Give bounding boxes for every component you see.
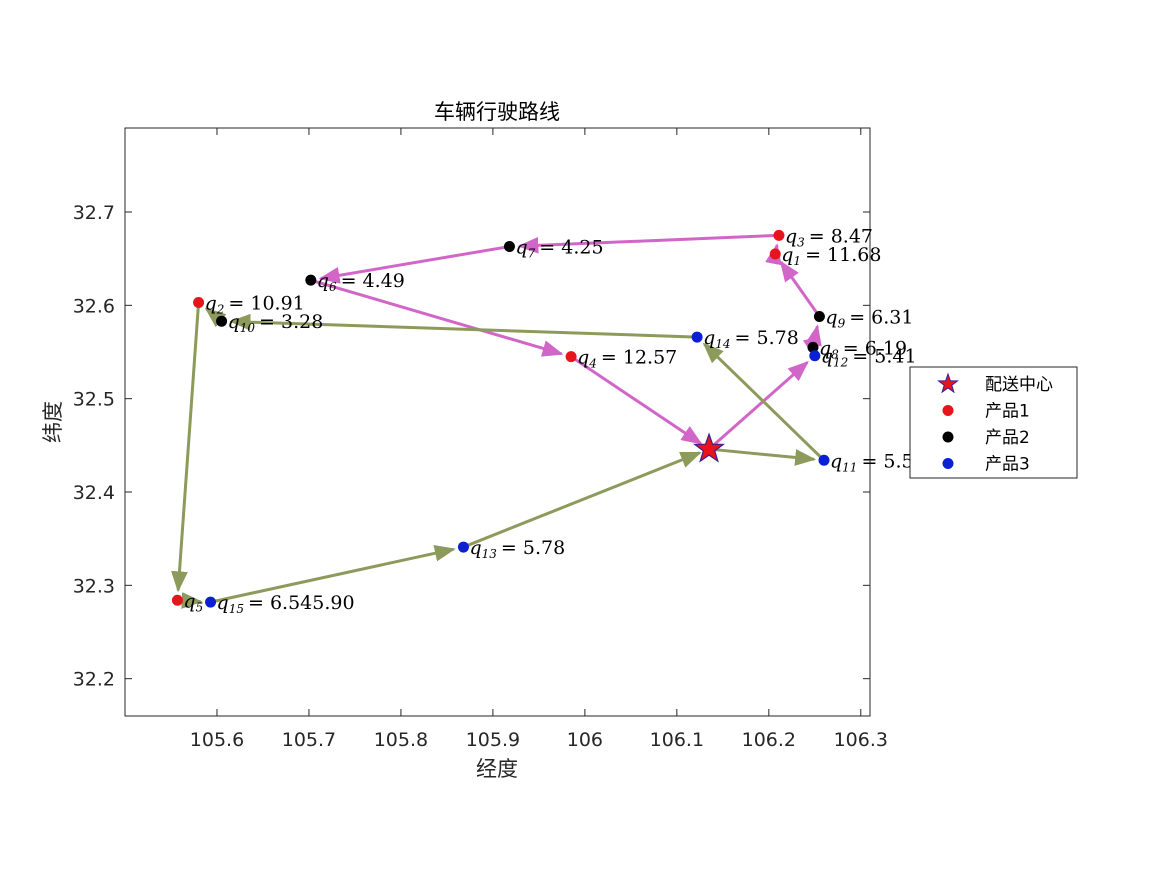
legend-box: [909, 366, 1078, 479]
y-axis-label: 纬度: [41, 401, 65, 443]
legend-entry-label: 产品3: [985, 455, 1030, 475]
data-points: [171, 229, 830, 608]
point-q12: [809, 350, 821, 362]
point-q14: [691, 331, 703, 343]
y-tick-label: 32.5: [73, 389, 115, 411]
x-tick-label: 105.9: [466, 729, 520, 751]
route-segment: [570, 355, 703, 445]
point-q7: [503, 241, 515, 253]
point-q10: [216, 315, 228, 327]
point-label-q12: q12 = 5.41: [821, 346, 917, 370]
point-label-q15: q15 = 6.545.90: [217, 592, 355, 616]
route-segment: [462, 451, 702, 549]
route-segment: [171, 302, 201, 593]
point-label-q2: q2 = 10.91: [205, 293, 305, 317]
legend-dot-icon: [942, 458, 954, 469]
point-label-q5: q5: [183, 590, 203, 614]
route-segment: [310, 278, 564, 357]
plot-area: [124, 127, 871, 717]
axis-ticks: 105.6 105.7 105.8 105.9 106 106.1 106.2 106.3 32…: [73, 128, 888, 751]
point-q1: [769, 248, 781, 260]
point-q6: [305, 274, 317, 286]
point-label-q4: q4 = 12.57: [577, 347, 677, 371]
y-tick-label: 32.6: [73, 295, 115, 317]
route-segment: [708, 360, 809, 451]
legend-entry-label: 配送中心: [985, 375, 1053, 395]
y-tick-label: 32.2: [73, 669, 115, 691]
route-segment: [210, 545, 456, 604]
point-q9: [813, 311, 825, 323]
x-tick-label: 105.8: [374, 729, 428, 751]
point-label-q13: q13 = 5.78: [469, 537, 565, 561]
x-tick-label: 106: [567, 729, 603, 751]
point-q3: [773, 229, 785, 241]
depot-star: [693, 432, 726, 463]
chart-title: 车辆行驶路线: [434, 100, 560, 124]
point-label-q11: q11 = 5.5: [830, 450, 914, 474]
point-label-q10: q10 = 3.28: [228, 311, 324, 335]
y-tick-label: 32.4: [73, 482, 115, 504]
legend-entry-label: 产品1: [985, 402, 1030, 422]
y-tick-label: 32.3: [73, 575, 115, 597]
legend-entry-label: 产品2: [985, 428, 1030, 448]
x-tick-label: 105.6: [190, 729, 244, 751]
route-segment: [702, 342, 826, 462]
point-label-q9: q9 = 6.31: [825, 307, 913, 331]
point-q13: [457, 541, 469, 553]
point-labels: q1 = 11.68 q2 = 10.91 q3 = 8.47 q4 = 12.57 q5 q6 =…: [183, 225, 916, 616]
x-tick-label: 105.7: [282, 729, 336, 751]
y-tick-label: 32.7: [73, 202, 115, 224]
point-label-q3: q3 = 8.47: [785, 225, 873, 249]
point-q4: [565, 351, 577, 363]
legend-star-icon: [937, 372, 959, 394]
point-label-q6: q6 = 4.49: [317, 270, 405, 294]
point-label-q8: q8 = 6.19: [819, 337, 907, 361]
route-segment: [779, 260, 821, 318]
legend-dot-icon: [942, 431, 954, 443]
route-segment: [318, 245, 510, 284]
point-q5: [171, 594, 183, 606]
legend-dot-icon: [942, 405, 954, 416]
point-label-q7: q7 = 4.25: [515, 237, 603, 261]
x-tick-label: 106.2: [742, 729, 796, 751]
point-q2: [193, 297, 205, 309]
route-segment: [517, 233, 780, 254]
point-q15: [205, 596, 217, 608]
route-segment: [708, 447, 817, 466]
point-q11: [818, 454, 830, 466]
x-tick-label: 106.1: [650, 729, 704, 751]
route-lines: [171, 233, 826, 609]
x-tick-label: 106.3: [834, 729, 888, 751]
point-q8: [807, 341, 819, 353]
point-label-q1: q1 = 11.68: [781, 244, 881, 268]
x-axis-label: 经度: [476, 757, 518, 781]
route-segment: [229, 313, 698, 339]
point-label-q14: q14 = 5.78: [703, 327, 799, 351]
